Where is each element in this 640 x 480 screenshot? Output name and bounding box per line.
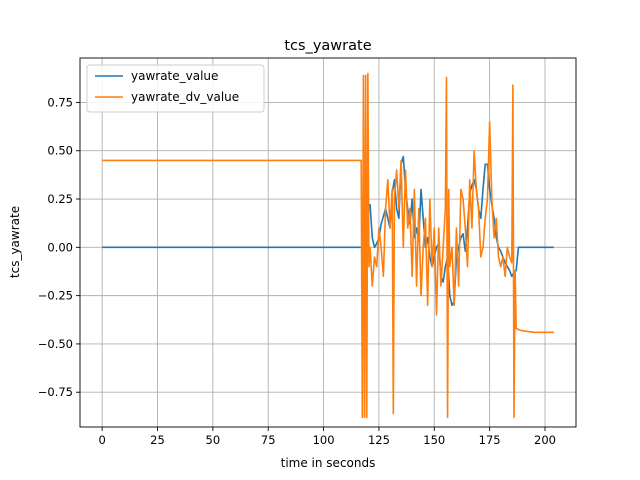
y-tick-label: −0.50 xyxy=(38,337,73,351)
x-axis-label: time in seconds xyxy=(281,456,376,470)
legend-box xyxy=(86,64,265,113)
x-tick-label: 75 xyxy=(261,433,276,447)
series-layer xyxy=(102,72,554,419)
y-tick-label: 0.50 xyxy=(47,144,73,158)
x-tick-label: 175 xyxy=(479,433,501,447)
y-tick-label: 0.25 xyxy=(47,192,73,206)
y-tick-label: −0.25 xyxy=(38,289,73,303)
legend-label-yawrate-dv-value: yawrate_dv_value xyxy=(131,90,239,104)
tick-layer: 0 25 50 75 100 125 150 175 200 −0.75 −0.50 −0.25 0.0… xyxy=(38,95,556,447)
series-line-yawrate-dv-value xyxy=(102,72,554,419)
y-tick-label: 0.75 xyxy=(47,95,73,109)
x-tick-label: 50 xyxy=(206,433,221,447)
y-tick-label: −0.75 xyxy=(38,385,73,399)
plot-frame xyxy=(79,57,577,428)
y-axis-label: tcs_yawrate xyxy=(8,206,22,278)
x-tick-label: 200 xyxy=(534,433,556,447)
grid-layer xyxy=(80,58,576,427)
x-tick-label: 125 xyxy=(368,433,390,447)
chart-title: tcs_yawrate xyxy=(284,38,371,54)
legend-label-yawrate-value: yawrate_value xyxy=(131,69,218,83)
legend: yawrate_value yawrate_dv_value xyxy=(86,64,265,113)
x-tick-label: 150 xyxy=(423,433,445,447)
x-tick-label: 100 xyxy=(313,433,335,447)
x-tick-label: 0 xyxy=(98,433,105,447)
y-tick-label: 0.00 xyxy=(47,240,73,254)
x-tick-label: 25 xyxy=(150,433,165,447)
series-line-yawrate-value xyxy=(102,155,554,307)
